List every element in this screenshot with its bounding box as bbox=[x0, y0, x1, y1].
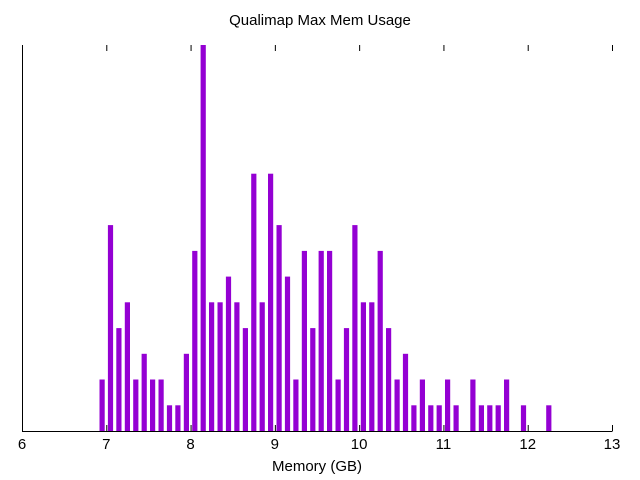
histogram-bar bbox=[259, 302, 265, 431]
x-axis-label: Memory (GB) bbox=[272, 458, 362, 475]
histogram-bar bbox=[310, 328, 316, 431]
histogram-bar bbox=[360, 302, 366, 431]
histogram-bar bbox=[183, 353, 189, 431]
histogram-bar bbox=[158, 379, 164, 431]
histogram-bar bbox=[225, 276, 232, 431]
histogram-bar bbox=[487, 405, 493, 431]
x-tick-label: 7 bbox=[102, 436, 111, 453]
histogram-bar bbox=[209, 302, 215, 431]
x-tick-label: 13 bbox=[603, 436, 621, 453]
x-tick-label: 6 bbox=[17, 436, 27, 453]
histogram-bar bbox=[504, 379, 510, 431]
histogram-bar bbox=[495, 405, 501, 431]
x-tick-label: 10 bbox=[350, 436, 368, 453]
histogram-bar bbox=[419, 379, 425, 431]
histogram-bar bbox=[402, 353, 409, 431]
histogram-bar bbox=[192, 250, 198, 431]
histogram-bar bbox=[520, 405, 527, 431]
histogram-bar bbox=[200, 45, 206, 431]
histogram-bar bbox=[293, 379, 299, 431]
histogram-bar bbox=[478, 405, 484, 431]
histogram-bar bbox=[470, 379, 476, 431]
histogram-bar bbox=[124, 302, 130, 431]
histogram-bar bbox=[107, 225, 114, 431]
histogram-bar bbox=[234, 302, 240, 431]
histogram-bar bbox=[150, 379, 156, 431]
histogram-bar bbox=[428, 405, 434, 431]
histogram-bar bbox=[284, 276, 291, 431]
histogram-bar bbox=[116, 328, 122, 431]
x-tick-label: 12 bbox=[519, 436, 537, 453]
histogram-bar bbox=[276, 225, 282, 431]
histogram-bar bbox=[436, 405, 442, 431]
histogram-bar bbox=[343, 328, 350, 431]
histogram-bar bbox=[251, 173, 257, 431]
x-ticks bbox=[22, 45, 613, 431]
histogram-bar bbox=[99, 379, 105, 431]
histogram-bar bbox=[394, 379, 400, 431]
histogram-bar bbox=[335, 379, 341, 431]
histogram-bar bbox=[175, 405, 181, 431]
histogram-bar bbox=[327, 250, 333, 431]
x-tick-label: 11 bbox=[435, 436, 452, 453]
bars bbox=[99, 45, 552, 431]
x-tick-label: 8 bbox=[186, 436, 195, 453]
histogram-bar bbox=[352, 225, 358, 431]
histogram-bar bbox=[445, 379, 451, 431]
histogram-bar bbox=[217, 302, 223, 431]
histogram-bar bbox=[268, 173, 274, 431]
chart-title: Qualimap Max Mem Usage bbox=[229, 12, 411, 29]
histogram-bar bbox=[386, 328, 392, 431]
histogram-bar bbox=[411, 405, 417, 431]
histogram-bar bbox=[318, 250, 324, 431]
histogram-bar bbox=[133, 379, 139, 431]
histogram-bar bbox=[301, 250, 307, 431]
histogram-bar bbox=[242, 328, 248, 431]
histogram-bar bbox=[166, 405, 173, 431]
histogram-bar bbox=[546, 405, 552, 431]
histogram-bar bbox=[141, 353, 147, 431]
histogram-bar bbox=[369, 302, 375, 431]
x-tick-label: 9 bbox=[270, 436, 280, 453]
histogram-bar bbox=[453, 405, 459, 431]
histogram-bar bbox=[377, 250, 383, 431]
